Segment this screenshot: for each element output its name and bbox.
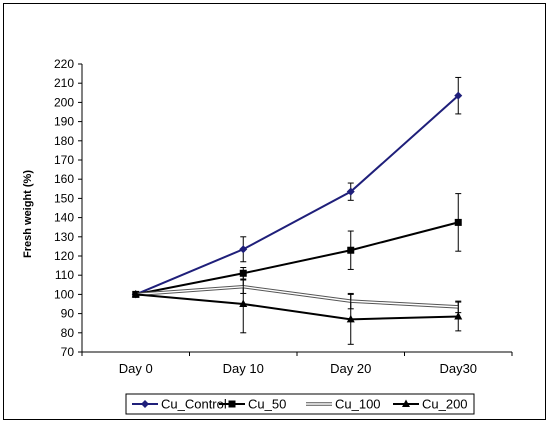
data-point	[346, 187, 355, 196]
legend-label: Cu_200	[422, 397, 468, 412]
y-tick-label: 200	[54, 95, 74, 109]
axes	[81, 64, 512, 353]
series-line	[135, 293, 459, 321]
legend-item: Cu_100	[306, 397, 381, 412]
x-tick-label: Day 0	[119, 361, 153, 376]
y-tick-label: 130	[54, 230, 74, 244]
x-tick-label: Day 20	[330, 361, 371, 376]
data-point	[454, 311, 463, 320]
series-line	[135, 286, 459, 308]
y-tick-label: 100	[54, 287, 74, 301]
chart-frame	[3, 3, 546, 420]
legend-item: Cu_Control	[132, 397, 227, 412]
series-cu-control	[131, 76, 463, 299]
data-point	[454, 91, 463, 100]
legend-marker	[228, 400, 236, 408]
x-tick-label: Day30	[439, 361, 477, 376]
legend: Cu_Control Cu_50 Cu_100 Cu_200	[125, 393, 475, 415]
y-tick-label: 220	[54, 57, 74, 71]
x-ticks: Day 0 Day 10 Day 20 Day30	[81, 352, 513, 376]
y-tick-label: 80	[61, 326, 75, 340]
data-point	[131, 289, 140, 298]
data-point	[346, 314, 355, 323]
x-tick-label: Day 10	[223, 361, 264, 376]
legend-marker	[141, 400, 149, 408]
y-tick-label: 160	[54, 172, 74, 186]
data-point	[454, 218, 462, 226]
series-line	[135, 94, 459, 296]
y-tick-label: 70	[61, 345, 75, 359]
series-cu-200	[131, 274, 463, 345]
series-cu-50	[132, 193, 462, 298]
y-tick-label: 120	[54, 249, 74, 263]
y-tick-label: 140	[54, 211, 74, 225]
legend-label: Cu_100	[335, 397, 381, 412]
data-point	[347, 246, 355, 254]
y-tick-label: 110	[55, 268, 74, 282]
y-tick-label: 190	[54, 115, 74, 129]
y-tick-label: 210	[54, 76, 74, 90]
data-point	[239, 299, 248, 307]
legend-item: Cu_200	[393, 397, 468, 412]
y-tick-label: 180	[54, 134, 74, 148]
y-tick-label: 90	[61, 307, 75, 321]
data-point	[239, 245, 248, 254]
series-layer	[131, 76, 463, 345]
y-ticks: 70 80 90 100 110 120 130 140 150 160 170 180 190 200 2…	[54, 57, 82, 359]
legend-marker	[402, 399, 410, 407]
legend-label: Cu_Control	[161, 397, 227, 412]
y-axis-label: Fresh weight (%)	[22, 170, 34, 258]
y-tick-label: 150	[54, 191, 74, 205]
legend-item: Cu_50	[219, 397, 286, 412]
data-point	[239, 269, 247, 277]
legend-label: Cu_50	[248, 397, 286, 412]
y-tick-label: 170	[54, 153, 74, 167]
series-line	[135, 221, 459, 296]
legend-box	[125, 393, 475, 415]
